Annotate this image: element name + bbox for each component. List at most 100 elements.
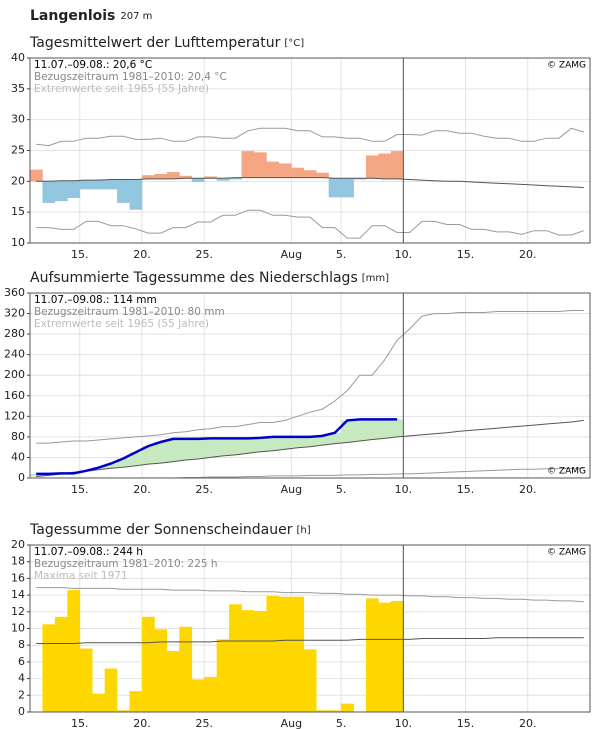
surplus-area	[303, 436, 317, 447]
surplus-area	[278, 436, 292, 450]
x-tick-label: Aug	[281, 248, 302, 261]
bar	[104, 668, 118, 712]
extreme-max-line	[36, 127, 584, 147]
x-tick-label: 15.	[457, 248, 475, 261]
anomaly-bar	[104, 179, 118, 190]
x-tick-label: 15.	[71, 248, 89, 261]
y-tick-label: 35	[11, 82, 25, 95]
anomaly-bar	[316, 172, 329, 178]
y-tick-label: 0	[18, 471, 25, 484]
anomaly-bar	[54, 180, 68, 202]
y-tick-label: 16	[11, 571, 25, 584]
x-tick-label: 15.	[71, 483, 89, 496]
surplus-area	[378, 419, 392, 439]
y-tick-label: 10	[11, 236, 25, 249]
maxima-line	[36, 587, 584, 603]
plot-frame	[29, 292, 591, 479]
anomaly-bar	[117, 179, 130, 203]
y-tick-label: 12	[11, 605, 25, 618]
anomaly-bar	[179, 175, 193, 179]
y-tick-label: 120	[4, 409, 25, 422]
chart-unit: [h]	[296, 525, 310, 536]
y-tick-label: 240	[4, 348, 25, 361]
chart-title: Tagessumme der Sonnenscheindauer [h]	[29, 522, 311, 538]
bar	[291, 596, 305, 712]
surplus-area	[229, 438, 242, 455]
annotation: 11.07.–09.08.: 244 h	[34, 546, 143, 558]
x-tick-label: 20.	[519, 717, 537, 729]
surplus-area	[191, 438, 205, 459]
anomaly-bar	[92, 180, 105, 190]
y-tick-label: 280	[4, 327, 25, 340]
anomaly-bar	[216, 178, 230, 181]
anomaly-bar	[378, 153, 392, 179]
x-tick-label: 25.	[195, 717, 213, 729]
surplus-area	[341, 420, 354, 443]
station-name: Langenlois	[30, 8, 115, 24]
x-tick-label: 10.	[395, 248, 413, 261]
credit: © ZAMG	[547, 467, 586, 477]
bar	[254, 610, 267, 712]
chart-title: Aufsummierte Tagessumme des Niederschlag…	[30, 270, 389, 286]
plot-frame	[29, 57, 591, 244]
surplus-area	[390, 419, 404, 437]
bar	[341, 703, 354, 712]
surplus-area	[142, 446, 155, 465]
station-header: Langenlois 207 m	[30, 8, 152, 24]
surplus-area	[216, 438, 230, 456]
anomaly-bar	[204, 176, 217, 179]
bar	[117, 710, 130, 712]
x-tick-label: 10.	[395, 483, 413, 496]
annotation: 11.07.–09.08.: 114 mm	[34, 294, 157, 306]
surplus-area	[328, 432, 342, 444]
x-tick-label: 25.	[195, 483, 213, 496]
anomaly-bar	[229, 177, 242, 180]
cumulative-line	[36, 418, 398, 476]
x-tick-label: 15.	[457, 717, 475, 729]
surplus-area	[129, 452, 143, 466]
anomaly-bar	[154, 173, 168, 179]
x-tick-label: 20.	[133, 717, 151, 729]
bar	[179, 626, 193, 712]
bar	[278, 596, 292, 712]
bar	[204, 676, 217, 712]
bar	[316, 710, 329, 712]
anomaly-bar	[254, 152, 267, 178]
y-tick-label: 20	[11, 174, 25, 187]
anomaly-bar	[67, 180, 81, 198]
anomaly-bar	[390, 151, 404, 179]
chart-title: Tagesmittelwert der Lufttemperatur [°C]	[29, 35, 304, 51]
bar	[54, 616, 68, 712]
bar	[142, 616, 155, 712]
surplus-area	[353, 419, 367, 441]
surplus-area	[316, 435, 329, 446]
y-tick-label: 360	[4, 286, 25, 299]
x-tick-label: 5.	[336, 248, 347, 261]
annotation: Bezugszeitraum 1981–2010: 20,4 °C	[34, 71, 227, 83]
x-tick-label: 5.	[336, 717, 347, 729]
anomaly-bar	[30, 169, 43, 182]
surplus-area	[291, 436, 305, 448]
normal-line	[36, 637, 584, 644]
annotation: Extremwerte seit 1965 (55 Jahre)	[34, 83, 209, 95]
anomaly-bar	[341, 178, 354, 198]
y-tick-label: 14	[11, 588, 25, 601]
credit: © ZAMG	[547, 61, 586, 71]
station-elevation: 207 m	[120, 11, 152, 22]
surplus-area	[241, 438, 255, 454]
credit: © ZAMG	[547, 548, 586, 558]
chart-title-text: Tagesmittelwert der Lufttemperatur	[29, 35, 281, 51]
surplus-area	[166, 438, 180, 462]
anomaly-bar	[266, 161, 280, 178]
x-tick-label: 20.	[519, 248, 537, 261]
anomaly-bar	[142, 175, 155, 179]
bar	[79, 648, 93, 712]
surplus-area	[117, 458, 130, 468]
surplus-area	[30, 473, 43, 477]
y-tick-label: 20	[11, 538, 25, 551]
y-tick-label: 0	[18, 705, 25, 718]
surplus-area	[204, 438, 217, 458]
extreme-max-line	[36, 310, 584, 444]
surplus-area	[254, 437, 267, 452]
